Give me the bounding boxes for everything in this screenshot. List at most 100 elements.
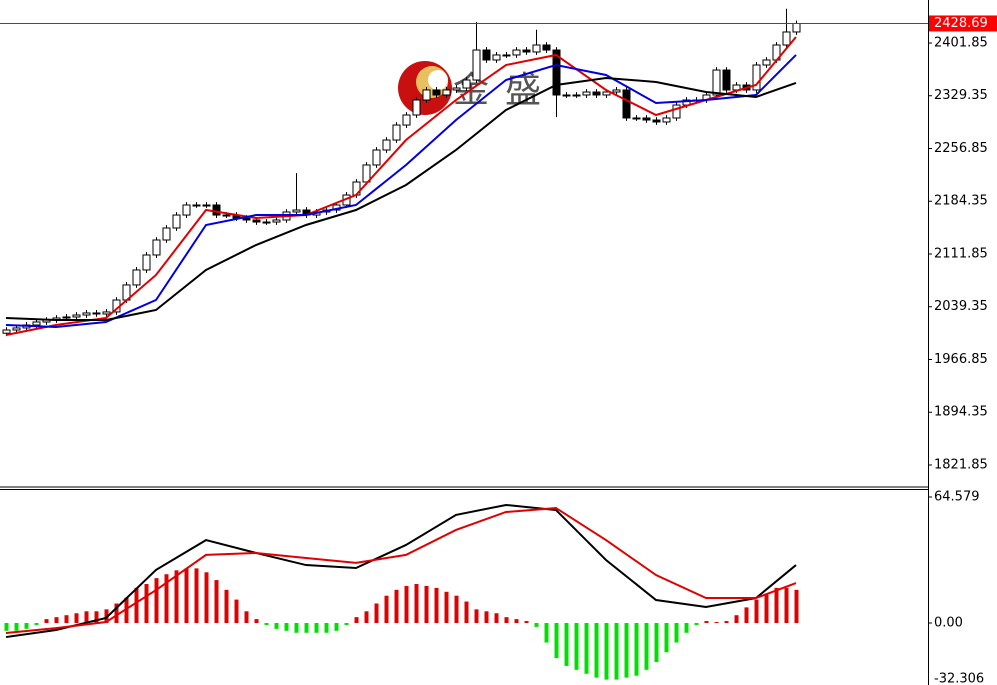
- y-tick-label: 0.00: [934, 616, 963, 631]
- histogram-bar: [744, 607, 749, 624]
- histogram-bar: [314, 623, 319, 633]
- histogram-bar: [734, 615, 739, 624]
- candle-body: [92, 312, 101, 315]
- last-price-box: [929, 15, 997, 32]
- candle-body: [612, 89, 621, 93]
- candle-body: [502, 54, 511, 57]
- histogram-bar: [244, 611, 249, 624]
- histogram-bar: [474, 609, 479, 624]
- y-tick-label: 2401.85: [934, 35, 988, 50]
- candle-body: [672, 104, 681, 119]
- y-tick-label: 2329.35: [934, 88, 988, 103]
- y-tick-label: 64.579: [934, 490, 980, 505]
- histogram-bar: [774, 587, 779, 624]
- histogram-bar: [584, 623, 589, 674]
- histogram-bar: [444, 591, 449, 624]
- candle-body: [522, 49, 531, 53]
- candle-body: [382, 139, 391, 151]
- candle-body: [632, 117, 641, 120]
- histogram-bar: [354, 617, 359, 624]
- candle-body: [762, 59, 771, 66]
- candle-body: [162, 227, 171, 241]
- histogram-bar: [404, 585, 409, 624]
- histogram-bar: [694, 623, 699, 625]
- candle-body: [652, 119, 661, 123]
- histogram-bar: [34, 623, 39, 625]
- histogram-bar: [424, 585, 429, 624]
- candle-body: [442, 89, 451, 96]
- candle-body: [402, 114, 411, 126]
- histogram-bar: [564, 623, 569, 666]
- histogram-bar: [434, 587, 439, 624]
- y-tick-label: 1966.85: [934, 352, 988, 367]
- candle-body: [2, 329, 11, 334]
- candle-body: [222, 214, 231, 217]
- candle-body: [662, 117, 671, 123]
- y-tick-label: 2184.35: [934, 194, 988, 209]
- candle-body: [602, 91, 611, 96]
- histogram-bar: [524, 621, 529, 624]
- histogram-bar: [714, 622, 719, 624]
- histogram-bar: [554, 623, 559, 659]
- indicator-line: [5, 503, 797, 639]
- histogram-bar: [724, 621, 729, 624]
- histogram-bar: [74, 613, 79, 624]
- indicator-line: [5, 36, 797, 336]
- watermark-logo: 金盛: [398, 61, 541, 115]
- histogram-bar: [394, 589, 399, 624]
- histogram-bar: [664, 623, 669, 653]
- histogram-bar: [484, 611, 489, 624]
- histogram-bar: [594, 623, 599, 678]
- histogram-bar: [324, 623, 329, 633]
- candle-body: [132, 269, 141, 286]
- candle-body: [272, 219, 281, 223]
- candle-body: [542, 44, 551, 51]
- candle-body: [82, 312, 91, 316]
- candle-body: [182, 204, 191, 216]
- candle-body: [552, 49, 561, 96]
- indicator-line: [5, 54, 797, 329]
- histogram-bar: [414, 583, 419, 624]
- histogram-bar: [344, 623, 349, 625]
- histogram-bar: [294, 623, 299, 633]
- histogram-bar: [134, 587, 139, 624]
- candle-body: [72, 314, 81, 318]
- candle-body: [592, 91, 601, 96]
- histogram-bar: [84, 611, 89, 624]
- y-tick-label: -32.306: [934, 672, 984, 685]
- candle-body: [512, 49, 521, 56]
- candle-body: [472, 49, 481, 81]
- candle-body: [412, 99, 421, 116]
- histogram-bar: [204, 572, 209, 624]
- candle-body: [572, 94, 581, 97]
- candle-body: [492, 54, 501, 61]
- histogram-bar: [464, 601, 469, 624]
- candle-body: [462, 79, 471, 89]
- candle-body: [252, 219, 261, 223]
- histogram-bar: [254, 619, 259, 624]
- candle-body: [482, 49, 491, 61]
- histogram-bar: [614, 623, 619, 680]
- candle-body: [12, 327, 21, 331]
- histogram-bar: [334, 623, 339, 631]
- candle-body: [292, 209, 301, 213]
- candle-body: [152, 239, 161, 256]
- candle-body: [532, 44, 541, 53]
- histogram-bar: [24, 623, 29, 629]
- histogram-bar: [304, 623, 309, 633]
- histogram-bar: [94, 611, 99, 624]
- histogram-bar: [794, 589, 799, 624]
- y-tick-label: 1821.85: [934, 457, 988, 472]
- histogram-bar: [54, 617, 59, 624]
- histogram-bar: [274, 623, 279, 629]
- histogram-bar: [514, 619, 519, 624]
- histogram-bar: [214, 580, 219, 624]
- indicator-line: [5, 76, 797, 322]
- histogram-bar: [644, 623, 649, 670]
- indicator-line: [5, 507, 797, 634]
- candle-body: [722, 69, 731, 91]
- histogram-bar: [654, 623, 659, 663]
- candle-body: [422, 89, 431, 101]
- candle-body: [432, 89, 441, 96]
